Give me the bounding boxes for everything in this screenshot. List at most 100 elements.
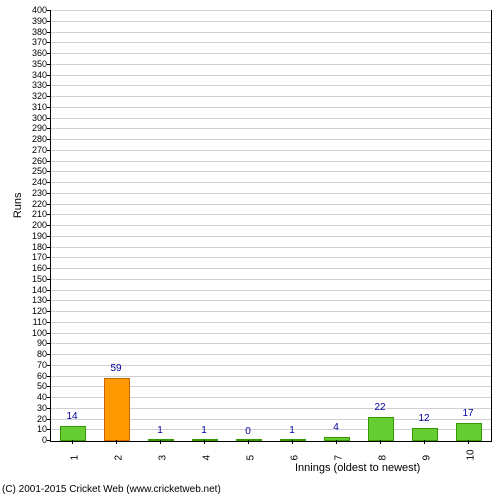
y-tick-label: 280	[32, 134, 47, 144]
y-tick-mark	[47, 225, 51, 226]
x-tick-mark	[468, 440, 469, 444]
y-tick-label: 300	[32, 113, 47, 123]
x-axis-title: Innings (oldest to newest)	[295, 462, 420, 474]
y-tick-label: 400	[32, 5, 47, 15]
y-tick-mark	[47, 139, 51, 140]
copyright-text: (C) 2001-2015 Cricket Web (www.cricketwe…	[2, 484, 221, 495]
y-tick-mark	[47, 204, 51, 205]
x-tick-label: 1	[70, 455, 81, 461]
grid-line	[51, 10, 491, 11]
grid-line	[51, 354, 491, 355]
y-tick-mark	[47, 150, 51, 151]
grid-line	[51, 333, 491, 334]
y-tick-mark	[47, 64, 51, 65]
y-tick-mark	[47, 365, 51, 366]
y-tick-mark	[47, 322, 51, 323]
y-tick-label: 380	[32, 27, 47, 37]
x-tick-label: 3	[158, 455, 169, 461]
y-tick-label: 70	[37, 360, 47, 370]
y-tick-mark	[47, 107, 51, 108]
grid-line	[51, 21, 491, 22]
x-tick-mark	[116, 440, 117, 444]
y-tick-mark	[47, 419, 51, 420]
grid-line	[51, 118, 491, 119]
y-tick-mark	[47, 311, 51, 312]
grid-line	[51, 161, 491, 162]
y-tick-label: 140	[32, 285, 47, 295]
grid-line	[51, 247, 491, 248]
x-tick-label: 7	[334, 455, 345, 461]
grid-line	[51, 236, 491, 237]
y-tick-label: 50	[37, 381, 47, 391]
y-tick-label: 370	[32, 37, 47, 47]
y-tick-mark	[47, 75, 51, 76]
y-tick-mark	[47, 290, 51, 291]
grid-line	[51, 290, 491, 291]
bar	[456, 423, 482, 441]
y-tick-label: 330	[32, 80, 47, 90]
bar-value-label: 1	[157, 425, 163, 436]
y-tick-label: 130	[32, 295, 47, 305]
y-tick-label: 80	[37, 349, 47, 359]
grid-line	[51, 182, 491, 183]
x-tick-label: 9	[422, 455, 433, 461]
y-tick-mark	[47, 247, 51, 248]
y-tick-label: 260	[32, 156, 47, 166]
grid-line	[51, 376, 491, 377]
grid-line	[51, 311, 491, 312]
grid-line	[51, 32, 491, 33]
grid-line	[51, 204, 491, 205]
y-tick-mark	[47, 386, 51, 387]
chart-plot-area	[50, 10, 492, 442]
y-tick-label: 290	[32, 123, 47, 133]
y-tick-label: 150	[32, 274, 47, 284]
y-tick-label: 220	[32, 199, 47, 209]
y-tick-label: 340	[32, 70, 47, 80]
x-tick-mark	[424, 440, 425, 444]
grid-line	[51, 257, 491, 258]
y-tick-mark	[47, 42, 51, 43]
bar-value-label: 59	[110, 363, 121, 374]
y-tick-mark	[47, 128, 51, 129]
y-tick-mark	[47, 171, 51, 172]
y-tick-mark	[47, 376, 51, 377]
y-tick-label: 60	[37, 371, 47, 381]
grid-line	[51, 96, 491, 97]
x-tick-label: 5	[246, 455, 257, 461]
bar-value-label: 12	[418, 413, 429, 424]
grid-line	[51, 107, 491, 108]
y-tick-label: 350	[32, 59, 47, 69]
grid-line	[51, 139, 491, 140]
bar-value-label: 22	[374, 402, 385, 413]
grid-line	[51, 53, 491, 54]
y-tick-mark	[47, 193, 51, 194]
x-tick-mark	[72, 440, 73, 444]
bar-value-label: 17	[462, 408, 473, 419]
bar	[60, 426, 86, 441]
y-tick-label: 100	[32, 328, 47, 338]
y-tick-label: 120	[32, 306, 47, 316]
grid-line	[51, 193, 491, 194]
grid-line	[51, 75, 491, 76]
y-tick-label: 360	[32, 48, 47, 58]
y-tick-label: 40	[37, 392, 47, 402]
grid-line	[51, 322, 491, 323]
y-tick-mark	[47, 354, 51, 355]
y-tick-label: 310	[32, 102, 47, 112]
y-tick-label: 320	[32, 91, 47, 101]
grid-line	[51, 150, 491, 151]
x-tick-label: 8	[378, 455, 389, 461]
grid-line	[51, 42, 491, 43]
y-tick-mark	[47, 397, 51, 398]
grid-line	[51, 300, 491, 301]
y-tick-mark	[47, 440, 51, 441]
y-tick-mark	[47, 53, 51, 54]
grid-line	[51, 279, 491, 280]
bar-value-label: 4	[333, 422, 339, 433]
grid-line	[51, 85, 491, 86]
x-tick-label: 6	[290, 455, 301, 461]
y-tick-mark	[47, 118, 51, 119]
y-tick-mark	[47, 268, 51, 269]
y-tick-label: 90	[37, 338, 47, 348]
grid-line	[51, 64, 491, 65]
